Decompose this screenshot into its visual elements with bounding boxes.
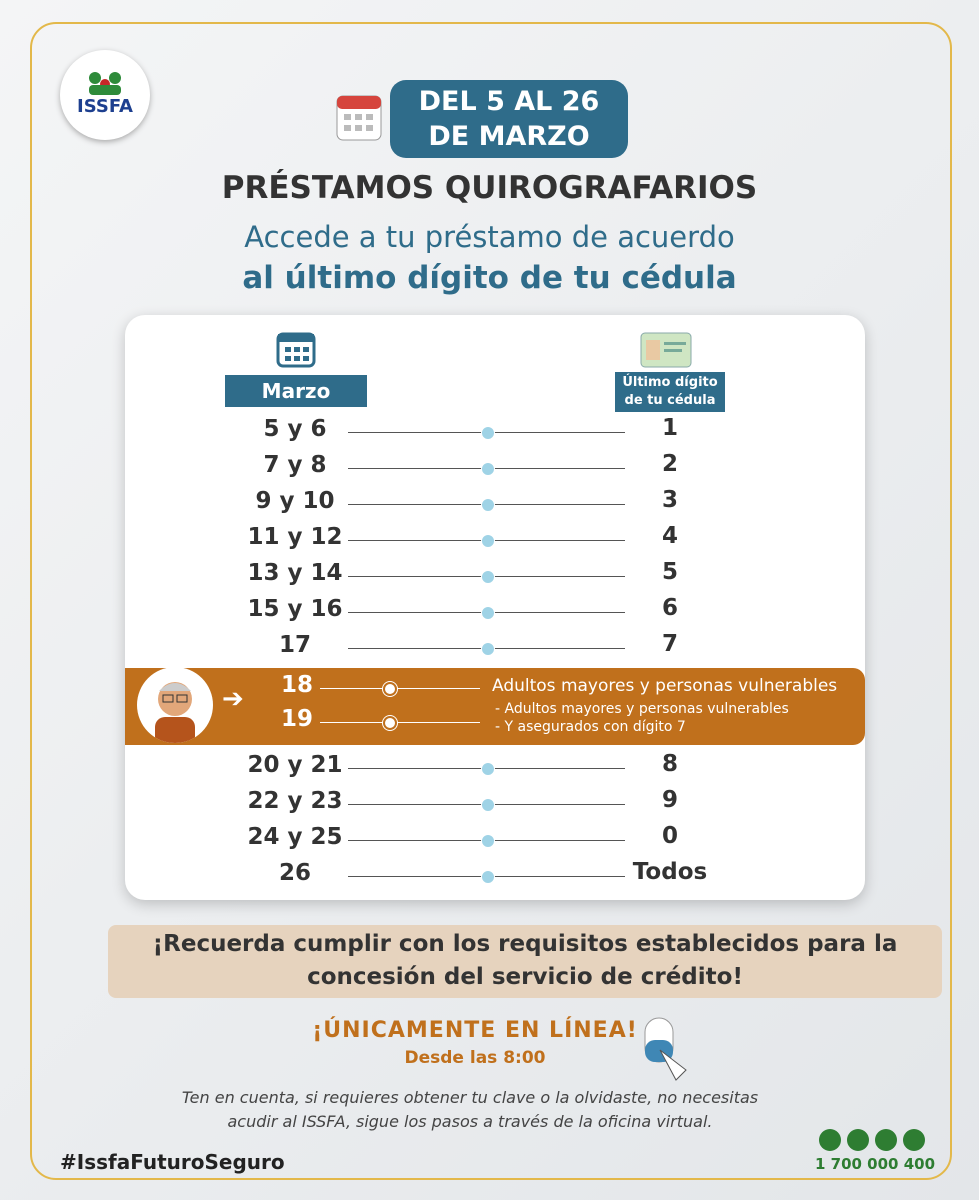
digit: 7 [661, 631, 678, 657]
dot [481, 762, 495, 776]
online-title: ¡ÚNICAMENTE EN LÍNEA! [312, 1018, 638, 1043]
dot [481, 462, 495, 476]
highlight-item: - Y asegurados con dígito 7 [495, 719, 686, 735]
highlight-text: Adultos mayores y personas vulnerables [492, 676, 838, 696]
date: 24 y 25 [247, 824, 343, 850]
month-icon [276, 332, 316, 368]
logo-icon [89, 72, 121, 95]
note-line: acudir al ISSFA, sigue los pasos a travé… [227, 1112, 713, 1131]
reminder-line: concesión del servicio de crédito! [307, 964, 743, 990]
date: 9 y 10 [255, 488, 335, 514]
digit: 2 [661, 451, 678, 477]
digit: 1 [661, 415, 678, 441]
dot [481, 426, 495, 440]
digit: 3 [661, 487, 678, 513]
date: 26 [278, 860, 311, 886]
digit: 0 [661, 823, 678, 849]
social-icons [819, 1129, 925, 1151]
connector [320, 688, 480, 689]
digit: 4 [661, 523, 678, 549]
date: 15 y 16 [247, 596, 343, 622]
dot [481, 570, 495, 584]
avatar-art [155, 682, 195, 743]
dot [481, 798, 495, 812]
date: 5 y 6 [263, 416, 327, 442]
digit-header: Último dígito de tu cédula [615, 372, 725, 412]
dot [481, 642, 495, 656]
highlight-item: - Adultos mayores y personas vulnerables [495, 701, 789, 717]
frame [30, 22, 952, 1180]
arrow: ➔ [222, 684, 244, 714]
reminder-line: ¡Recuerda cumplir con los requisitos est… [152, 931, 898, 957]
digit: 5 [661, 559, 678, 585]
connector [320, 722, 480, 723]
dot [481, 870, 495, 884]
card [125, 315, 865, 900]
title: PRÉSTAMOS QUIROGRAFARIOS [221, 170, 758, 206]
online-time: Desde las 8:00 [404, 1048, 546, 1068]
dot [481, 606, 495, 620]
date: 11 y 12 [247, 524, 343, 550]
date: 22 y 23 [247, 788, 343, 814]
calendar-icon [336, 95, 382, 141]
digit-header-line: Último dígito [622, 375, 718, 390]
date-badge: DEL 5 AL 26 DE MARZO [390, 80, 628, 158]
subtitle: al último dígito de tu cédula [242, 260, 737, 296]
dot [383, 682, 397, 696]
month-header: Marzo [225, 375, 367, 407]
date: 7 y 8 [263, 452, 327, 478]
phone: 1 700 000 400 [814, 1155, 936, 1173]
note: Ten en cuenta, si requieres obtener tu c… [100, 1086, 840, 1134]
highlight-date: 19 [280, 706, 313, 732]
hashtag: #IssfaFuturoSeguro [60, 1150, 285, 1174]
reminder: ¡Recuerda cumplir con los requisitos est… [108, 925, 942, 998]
logo: ISSFA [60, 50, 150, 140]
digit: 8 [661, 751, 678, 777]
avatar [137, 667, 213, 743]
click-icon [644, 1017, 687, 1081]
logo-text: ISSFA [77, 96, 133, 117]
subtitle: Accede a tu préstamo de acuerdo [244, 220, 735, 254]
digit: Todos [632, 859, 708, 885]
dot [481, 498, 495, 512]
date: 20 y 21 [247, 752, 343, 778]
badge-line: DE MARZO [428, 121, 590, 152]
dot [481, 834, 495, 848]
note-line: Ten en cuenta, si requieres obtener tu c… [181, 1088, 759, 1107]
dot [481, 534, 495, 548]
digit-header-line: de tu cédula [624, 393, 716, 408]
highlight-date: 18 [280, 672, 313, 698]
digit: 9 [661, 787, 678, 813]
digit: 6 [661, 595, 678, 621]
date: 17 [278, 632, 311, 658]
dot [383, 716, 397, 730]
highlight-list: - Adultos mayores y personas vulnerables… [495, 700, 789, 736]
badge-line: DEL 5 AL 26 [418, 86, 600, 117]
id-card-icon [640, 332, 692, 368]
highlight-band [125, 668, 865, 745]
date: 13 y 14 [247, 560, 343, 586]
